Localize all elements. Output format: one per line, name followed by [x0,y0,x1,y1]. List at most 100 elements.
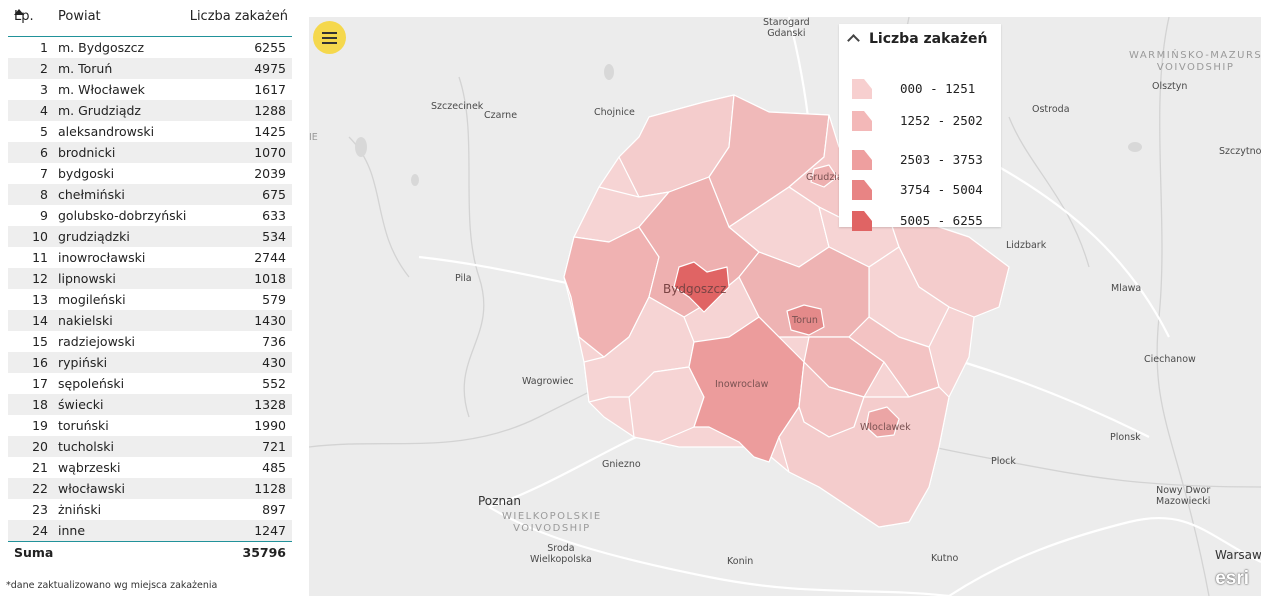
legend-range: 2503 - 3753 [900,152,983,167]
table-row[interactable]: 4 m. Grudziądz 1288 [8,100,292,121]
row-count: 4975 [254,61,286,76]
legend-item: 3754 - 5004 [847,179,997,203]
sort-ascending-icon[interactable] [14,9,24,15]
table-row[interactable]: 22 włocławski 1128 [8,478,292,499]
row-lp: 18 [32,397,48,412]
table-row[interactable]: 15 radziejowski 736 [8,331,292,352]
map-label-ciechanow: Ciechanow [1144,354,1196,365]
table-row[interactable]: 10 grudziądzki 534 [8,226,292,247]
row-count: 485 [262,460,286,475]
legend-item: 5005 - 6255 [847,210,997,234]
row-lp: 12 [32,271,48,286]
map-label-torun: Torun [792,315,818,326]
row-lp: 6 [40,145,48,160]
table-row[interactable]: 1 m. Bydgoszcz 6255 [8,37,292,58]
table-row[interactable]: 5 aleksandrowski 1425 [8,121,292,142]
legend-swatch [852,211,872,231]
menu-line [322,37,337,39]
table-row[interactable]: 21 wąbrzeski 485 [8,457,292,478]
table-row[interactable]: 6 brodnicki 1070 [8,142,292,163]
row-powiat: inne [58,523,86,538]
row-count: 2039 [254,166,286,181]
map-label-starogard-line: Gdanski [767,28,806,39]
table-row[interactable]: 20 tucholski 721 [8,436,292,457]
table-row[interactable]: 8 chełmiński 675 [8,184,292,205]
row-lp: 7 [40,166,48,181]
choropleth-map[interactable]: Starogard Gdanski WARMIŃSKO-MAZURS VOIVODS… [309,17,1261,596]
map-label-wloclawek: Wloclawek [860,422,911,433]
table-row[interactable]: 19 toruński 1990 [8,415,292,436]
row-powiat: golubsko-dobrzyński [58,208,187,223]
row-count: 1247 [254,523,286,538]
table-row[interactable]: 2 m. Toruń 4975 [8,58,292,79]
row-lp: 2 [40,61,48,76]
map-label-warsaw: Warsaw [1215,548,1261,562]
row-powiat: tucholski [58,439,114,454]
row-lp: 22 [32,481,48,496]
table-row[interactable]: 13 mogileński 579 [8,289,292,310]
row-powiat: m. Grudziądz [58,103,141,118]
column-header-powiat[interactable]: Powiat [58,9,101,24]
esri-logo: esri [1215,568,1249,589]
map-label-konin: Konin [727,556,754,567]
row-lp: 20 [32,439,48,454]
row-count: 579 [262,292,286,307]
legend-swatch [852,79,872,99]
table-row[interactable]: 3 m. Włocławek 1617 [8,79,292,100]
table-row[interactable]: 11 inowrocławski 2744 [8,247,292,268]
chevron-up-icon[interactable] [847,34,860,47]
map-label-nowy-dwor-line: Nowy Dwor [1156,485,1211,496]
row-powiat: włocławski [58,481,125,496]
map-label-sroda: Sroda Wielkopolska [530,543,592,565]
table-row[interactable]: 7 bydgoski 2039 [8,163,292,184]
row-count: 1328 [254,397,286,412]
menu-line [322,32,337,34]
region-wloclawski [778,386,950,528]
row-powiat: m. Toruń [58,61,113,76]
row-lp: 17 [32,376,48,391]
map-label-starogard-line: Starogard [763,17,810,28]
row-lp: 16 [32,355,48,370]
row-lp: 1 [40,40,48,55]
row-count: 1990 [254,418,286,433]
map-label-kutno: Kutno [931,553,959,564]
row-powiat: rypiński [58,355,108,370]
row-lp: 13 [32,292,48,307]
map-label-nowy-dwor: Nowy Dwor Mazowiecki [1156,485,1210,507]
table-row[interactable]: 24 inne 1247 [8,520,292,541]
table-row[interactable]: 17 sępoleński 552 [8,373,292,394]
hamburger-menu-icon[interactable] [313,21,346,54]
row-lp: 11 [32,250,48,265]
footnote: *dane zaktualizowano wg miejsca zakażeni… [6,580,218,591]
map-label-grudziadz: Grudzia [806,172,843,183]
row-count: 736 [262,334,286,349]
map-label-pila: Pila [455,273,472,284]
row-count: 534 [262,229,286,244]
table-row[interactable]: 23 żniński 897 [8,499,292,520]
row-count: 1430 [254,313,286,328]
row-lp: 8 [40,187,48,202]
table-row[interactable]: 9 golubsko-dobrzyński 633 [8,205,292,226]
table-row[interactable]: 14 nakielski 1430 [8,310,292,331]
map-label-sroda-line: Sroda [547,543,575,554]
row-powiat: m. Bydgoszcz [58,40,145,55]
row-count: 721 [262,439,286,454]
row-powiat: świecki [58,397,104,412]
row-powiat: inowrocławski [58,250,146,265]
table-row[interactable]: 16 rypiński 430 [8,352,292,373]
row-count: 430 [262,355,286,370]
map-label-starogard: Starogard Gdanski [763,17,810,39]
map-label-lidzbark: Lidzbark [1006,240,1047,251]
map-label-wagrowiec: Wagrowiec [522,376,574,387]
map-label-wielkopolskie-line: VOIVODSHIP [513,523,591,534]
table-row[interactable]: 18 świecki 1328 [8,394,292,415]
map-label-bydgoszcz: Bydgoszcz [663,282,727,296]
map-label-warminsko-mazurskie-line: VOIVODSHIP [1156,62,1235,73]
table-row[interactable]: 12 lipnowski 1018 [8,268,292,289]
table-body: 1 m. Bydgoszcz 6255 2 m. Toruń 4975 3 m. Włocła… [8,37,292,541]
table-header: Lp. Powiat Liczba zakażeń [8,4,292,37]
row-lp: 23 [32,502,48,517]
region-m-bydgoszcz [673,261,730,313]
column-header-count[interactable]: Liczba zakażeń [189,9,288,24]
row-count: 1018 [254,271,286,286]
